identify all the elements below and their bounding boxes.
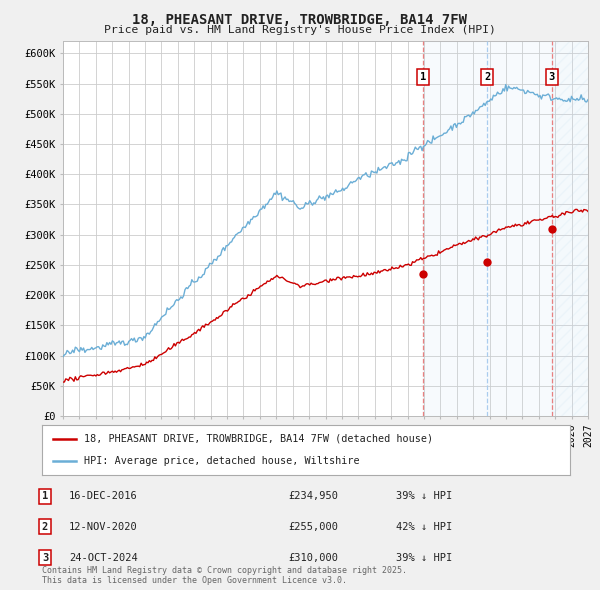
Text: 1: 1: [42, 491, 48, 501]
Text: 1: 1: [420, 72, 427, 82]
Text: Price paid vs. HM Land Registry's House Price Index (HPI): Price paid vs. HM Land Registry's House …: [104, 25, 496, 35]
Text: 12-NOV-2020: 12-NOV-2020: [69, 522, 138, 532]
Bar: [423, 41, 552, 416]
Bar: [552, 41, 588, 416]
Text: 16-DEC-2016: 16-DEC-2016: [69, 491, 138, 501]
Text: Contains HM Land Registry data © Crown copyright and database right 2025.
This d: Contains HM Land Registry data © Crown c…: [42, 566, 407, 585]
Text: 3: 3: [42, 553, 48, 562]
Text: £234,950: £234,950: [288, 491, 338, 501]
Text: 3: 3: [549, 72, 555, 82]
Text: 39% ↓ HPI: 39% ↓ HPI: [396, 491, 452, 501]
Text: 24-OCT-2024: 24-OCT-2024: [69, 553, 138, 562]
Text: £255,000: £255,000: [288, 522, 338, 532]
Text: £310,000: £310,000: [288, 553, 338, 562]
Text: HPI: Average price, detached house, Wiltshire: HPI: Average price, detached house, Wilt…: [84, 456, 360, 466]
Text: 39% ↓ HPI: 39% ↓ HPI: [396, 553, 452, 562]
Text: 18, PHEASANT DRIVE, TROWBRIDGE, BA14 7FW (detached house): 18, PHEASANT DRIVE, TROWBRIDGE, BA14 7FW…: [84, 434, 433, 444]
Text: 42% ↓ HPI: 42% ↓ HPI: [396, 522, 452, 532]
Text: 2: 2: [484, 72, 491, 82]
Text: 2: 2: [42, 522, 48, 532]
Text: 18, PHEASANT DRIVE, TROWBRIDGE, BA14 7FW: 18, PHEASANT DRIVE, TROWBRIDGE, BA14 7FW: [133, 13, 467, 27]
